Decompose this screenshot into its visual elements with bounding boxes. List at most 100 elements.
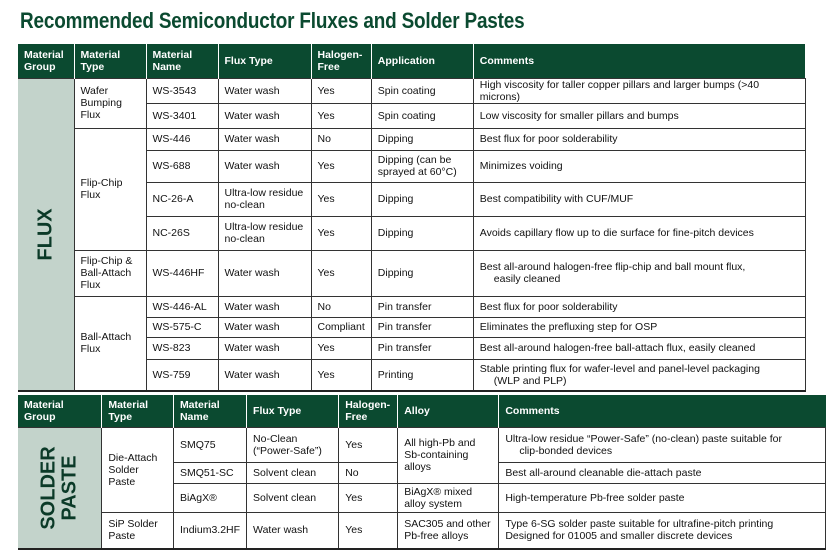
flux-type: Water wash [246,511,340,550]
application: Dipping [370,127,474,151]
table-row: Ball-Attach Flux WS-446-AL Water wash No Pi… [18,295,806,392]
comment: Low viscosity for smaller pillars and bu… [472,102,806,129]
flux-type: Water wash [217,102,312,129]
application: Dipping [370,249,474,297]
table-row: WS-575-C Water wash Compliant Pin transfer E… [18,316,806,338]
flux-type: Water wash [217,316,312,338]
material-name: WS-446HF [145,249,219,297]
application: Pin transfer [370,316,474,338]
table-row: WS-3401 Water wash Yes Spin coating Low visc… [18,102,806,129]
comment: Eliminates the prefluxing step for OSP [472,316,806,338]
material-name: NC-26-A [145,181,219,217]
material-name: WS-446-AL [145,295,219,318]
application: Spin coating [370,77,474,104]
material-name: WS-575-C [145,316,219,338]
application: Dipping (can be sprayed at 60°C) [370,149,474,183]
material-type: Wafer Bumping Flux [73,77,147,129]
halogen-free: Yes [310,149,372,183]
halogen-free: Yes [338,426,399,463]
flux-type: No-Clean (“Power-Safe”) [246,426,340,463]
comment: Stable printing flux for wafer-level and… [472,358,806,392]
material-type: SiP Solder Paste [101,511,174,550]
flux-type: Water wash [217,295,312,318]
material-name: WS-3401 [145,102,219,129]
alloy: SAC305 and other Pb-free alloys [397,511,500,550]
col-header: Application [370,44,474,78]
material-name: Indium3.2HF [172,511,248,550]
col-header: Flux Type [217,44,311,78]
application: Pin transfer [370,336,474,360]
col-header: Material Name [172,395,247,427]
halogen-free: Yes [338,511,399,550]
table-row: Flip-Chip Flux WS-446 Water wash No Dipping… [18,127,806,251]
table-row: BiAgX® Solvent clean Yes BiAgX® mixed alloy… [18,482,826,513]
alloy: BiAgX® mixed alloy system [397,482,500,513]
col-header: Halogen-Free [338,395,398,427]
page-title: Recommended Semiconductor Fluxes and Sol… [20,8,525,33]
comment: Best compatibility with CUF/MUF [472,181,806,217]
flux-type: Ultra-low residue no-clean [217,181,312,217]
table-row: WS-823 Water wash Yes Pin transfer Best all-… [18,336,806,360]
flux-type: Solvent clean [246,482,340,513]
comment: Best all-around halogen-free flip-chip a… [472,249,806,297]
flux-type: Water wash [217,336,312,360]
table-row: SOLDER PASTE Die-Attach Solder Paste SMQ7… [18,426,826,550]
table-row: WS-688 Water wash Yes Dipping (can be spray… [18,149,806,183]
material-name: WS-823 [145,336,219,360]
application: Dipping [370,181,474,217]
material-name: SMQ75 [172,426,248,463]
col-header: Halogen-Free [310,44,372,78]
col-header: Material Type [73,44,146,78]
comment: Avoids capillary flow up to die surface … [472,215,806,251]
material-name: WS-759 [145,358,219,392]
application: Printing [370,358,474,392]
table-row: NC-26S Ultra-low residue no-clean Yes Dippi… [18,215,806,251]
application: Pin transfer [370,295,474,318]
col-header: Material Group [18,44,74,78]
col-header: Comments [472,44,806,78]
comment: Best all-around cleanable die-attach pas… [498,461,826,484]
flux-type: Water wash [217,249,312,297]
flux-type: Solvent clean [246,461,340,484]
halogen-free: Yes [338,482,399,513]
application: Spin coating [370,102,474,129]
application: Dipping [370,215,474,251]
comment: Best flux for poor solderability [472,295,806,318]
col-header: Material Name [145,44,218,78]
table-header: Material Group Material Type Material Name… [18,395,826,427]
material-name: WS-446 [145,127,219,151]
material-name: WS-3543 [145,77,219,104]
halogen-free: No [310,295,372,318]
flux-type: Water wash [217,149,312,183]
halogen-free: Yes [310,249,372,297]
table-row: WS-759 Water wash Yes Printing Stable printi… [18,358,806,392]
comment: Minimizes voiding [472,149,806,183]
material-name: NC-26S [145,215,219,251]
halogen-free: Yes [310,336,372,360]
col-header: Material Group [18,395,102,427]
comment: Best flux for poor solderability [472,127,806,151]
col-header: Comments [498,395,826,427]
material-group: SOLDER PASTE [18,426,103,550]
halogen-free: No [338,461,399,484]
halogen-free: Yes [310,102,372,129]
table-row: FLUX Wafer Bumping Flux WS-3543 Water was… [18,77,806,392]
alloy: All high-Pb and Sb-containing alloys [397,426,500,484]
flux-type: Water wash [217,77,312,104]
table-row: Flip-Chip & Ball-Attach Flux WS-446HF Wat… [18,249,806,297]
material-group: FLUX [18,77,75,392]
material-type: Flip-Chip Flux [73,127,147,251]
col-header: Flux Type [246,395,339,427]
halogen-free: Yes [310,215,372,251]
comment: High-temperature Pb-free solder paste [498,482,826,513]
table-header: Material Group Material Type Material Name… [18,44,806,78]
comment: Best all-around halogen-free ball-attach… [472,336,806,360]
col-header: Material Type [101,395,174,427]
material-type: Ball-Attach Flux [73,295,147,392]
material-name: WS-688 [145,149,219,183]
table-row: SiP Solder Paste Indium3.2HF Water wash Ye… [18,511,826,550]
table-row: NC-26-A Ultra-low residue no-clean Yes Dipp… [18,181,806,217]
halogen-free: Yes [310,77,372,104]
flux-table: Material Group Material Type Material Name… [18,44,806,392]
comment: High viscosity for taller copper pillars… [472,77,806,104]
